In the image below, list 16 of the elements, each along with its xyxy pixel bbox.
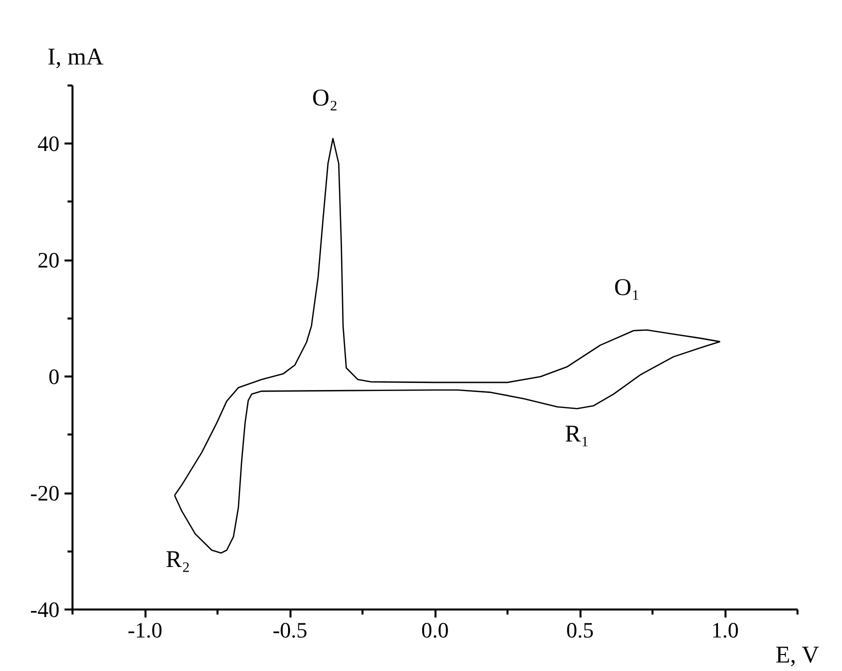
x-axis-title: E, V — [776, 642, 820, 668]
y-axis-title: I, mA — [48, 44, 104, 70]
annotation: R₁ — [564, 422, 590, 448]
x-tick-label: -1.0 — [128, 618, 162, 642]
x-tick-label: 0.0 — [421, 618, 449, 642]
y-tick-label: -40 — [30, 597, 60, 622]
x-tick-label: -0.5 — [272, 618, 308, 642]
x-tick-label: 1.0 — [711, 618, 739, 642]
annotation: O₁ — [614, 275, 640, 302]
y-tick-label: -20 — [30, 480, 60, 506]
annotation: O₂ — [312, 85, 338, 112]
y-tick-label: 40 — [38, 131, 60, 156]
y-tick-label: 20 — [38, 248, 60, 273]
annotation: R₂ — [166, 547, 190, 574]
x-tick-label: 0.5 — [566, 618, 594, 642]
y-tick-label: 0 — [48, 364, 60, 390]
